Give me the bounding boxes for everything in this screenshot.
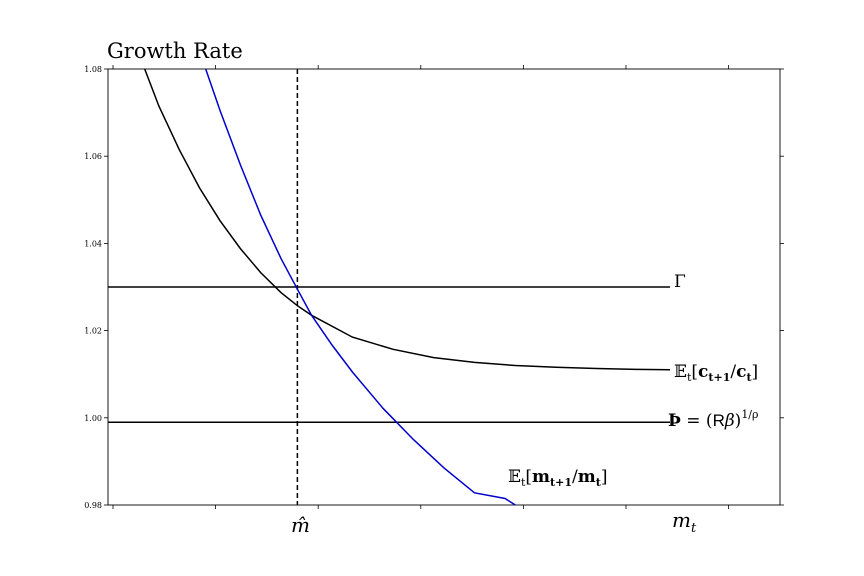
chart-title: Growth Rate bbox=[107, 39, 243, 63]
market-resources-growth-curve bbox=[204, 68, 516, 506]
y-tick-label: 1.06 bbox=[84, 152, 102, 161]
y-tick-label: 1.00 bbox=[84, 414, 102, 423]
consumption-growth-curve bbox=[143, 68, 671, 371]
y-tick-label: 1.02 bbox=[84, 327, 102, 336]
y-tick-labels: 0.98 1.00 1.02 1.04 1.06 1.08 bbox=[84, 65, 102, 510]
thorn-label: Þ = (Rβ)1/ρ bbox=[668, 408, 758, 431]
market-resources-growth-label: 𝔼t[mt+1/mt] bbox=[508, 467, 607, 489]
gamma-label: Γ bbox=[674, 272, 686, 292]
y-tick-label: 0.98 bbox=[84, 501, 102, 510]
consumption-growth-label: 𝔼t[ct+1/ct] bbox=[674, 362, 758, 384]
y-tick-label: 1.08 bbox=[84, 65, 102, 74]
x-tick-label-m-hat: m̂ bbox=[291, 513, 310, 537]
axis-ticks bbox=[104, 65, 784, 509]
y-tick-label: 1.04 bbox=[84, 239, 102, 248]
x-tick-label-m-t: mt bbox=[672, 508, 697, 536]
